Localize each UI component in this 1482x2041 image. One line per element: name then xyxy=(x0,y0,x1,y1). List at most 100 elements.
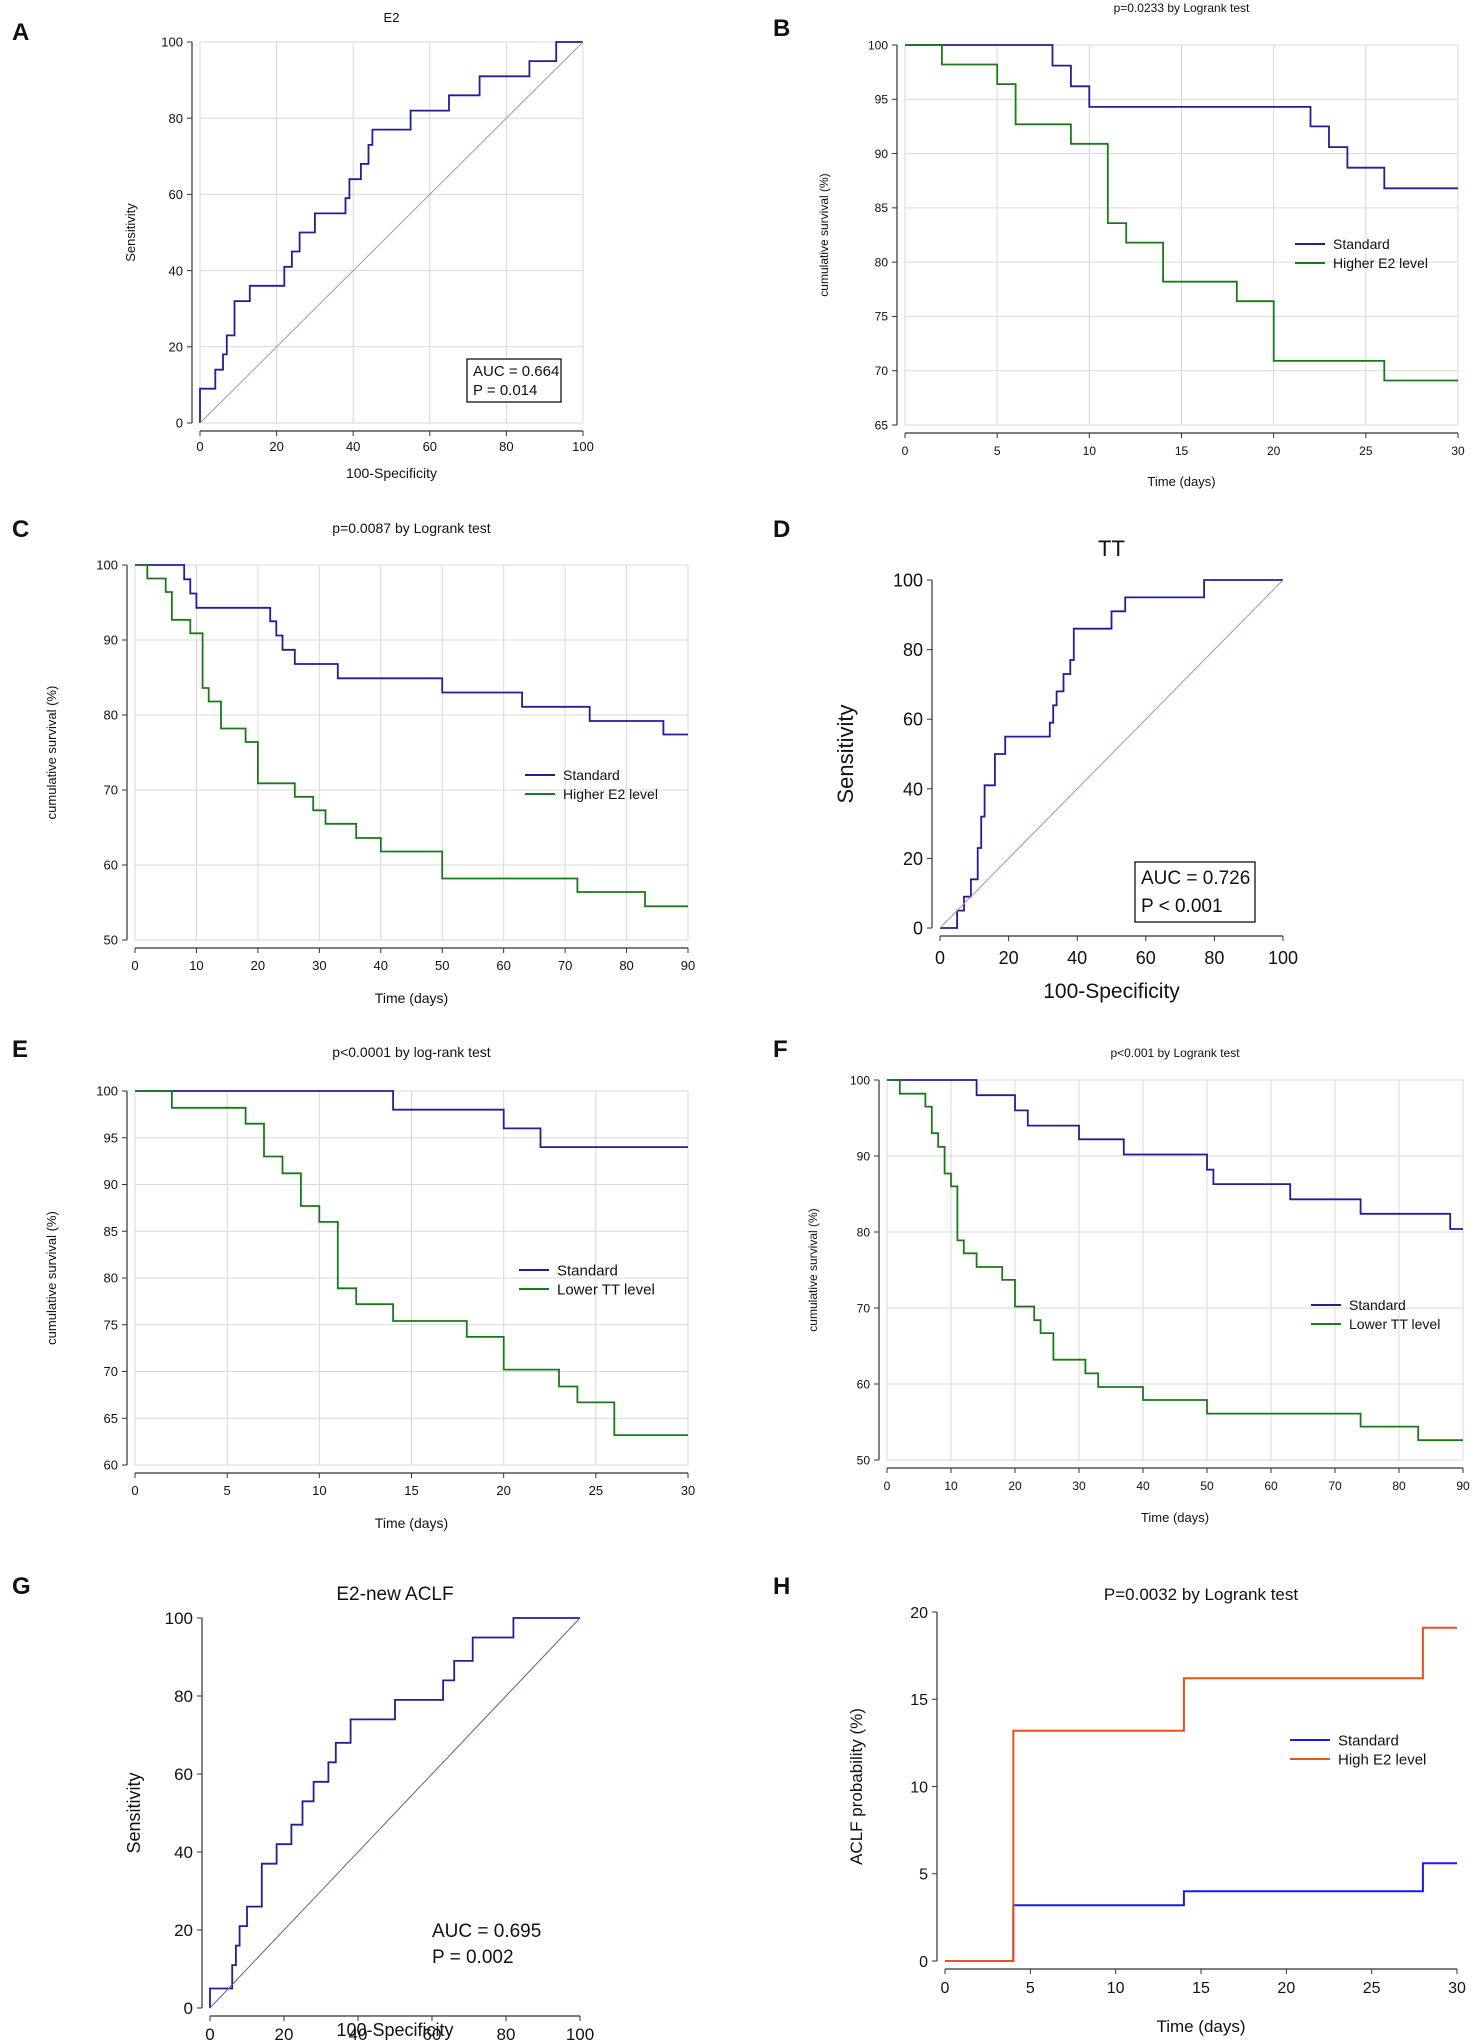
panel-g: G 0 20 40 60 80 100 0 20 40 60 80 100 E2-new ACLF 100-… xyxy=(12,1573,594,2041)
x-tick-label: 25 xyxy=(1363,1980,1381,1997)
x-tick-label: 15 xyxy=(1192,1980,1210,1997)
y-tick-label: 60 xyxy=(174,1765,193,1784)
y-tick-label: 60 xyxy=(903,710,923,730)
legend-label: Higher E2 level xyxy=(1333,255,1428,271)
y-axis-label: Sensitivity xyxy=(833,704,858,803)
y-tick-label: 70 xyxy=(875,364,889,378)
x-tick-label: 0 xyxy=(196,439,203,454)
y-axis-label: ACLF probability (%) xyxy=(847,1708,866,1865)
legend-label: Higher E2 level xyxy=(563,786,658,802)
series-line-lower-tt-level xyxy=(887,1079,1463,1442)
x-tick-label: 30 xyxy=(1448,1980,1466,1997)
x-tick-label: 60 xyxy=(423,439,437,454)
x-tick-label: 0 xyxy=(935,948,945,968)
y-tick-label: 15 xyxy=(910,1692,928,1709)
x-tick-label: 10 xyxy=(1107,1980,1125,1997)
panel-letter: C xyxy=(12,516,29,543)
x-tick-label: 80 xyxy=(499,439,513,454)
y-tick-label: 65 xyxy=(104,1411,118,1426)
y-axis-label: Sensitivity xyxy=(124,1772,144,1853)
y-tick-label: 60 xyxy=(104,858,118,873)
x-tick-label: 90 xyxy=(1456,1479,1470,1493)
series-line-high-e2-level xyxy=(945,1626,1457,1962)
annotation-box xyxy=(1134,861,1256,923)
x-tick-label: 10 xyxy=(189,958,203,973)
x-tick-label: 70 xyxy=(558,958,572,973)
x-tick-label: 0 xyxy=(884,1479,891,1493)
y-tick-label: 80 xyxy=(104,1271,118,1286)
reference-diagonal xyxy=(939,579,1284,929)
series-line-higher-e2-level xyxy=(135,564,688,908)
x-tick-label: 20 xyxy=(1008,1479,1022,1493)
legend-label: Standard xyxy=(1349,1297,1406,1313)
y-tick-label: 80 xyxy=(174,1687,193,1706)
panel-letter: E xyxy=(12,1036,28,1063)
x-tick-label: 60 xyxy=(423,2025,442,2041)
x-tick-label: 15 xyxy=(404,1483,418,1498)
annotation-text: AUC = 0.726 xyxy=(1141,868,1250,889)
panel-letter: D xyxy=(773,516,790,543)
series-line-standard xyxy=(887,1079,1463,1230)
panel-letter: B xyxy=(773,15,790,42)
y-axis-label: cumulative survival (%) xyxy=(44,1211,59,1345)
y-tick-label: 10 xyxy=(910,1779,928,1796)
chart-title: TT xyxy=(1098,536,1125,561)
y-tick-label: 60 xyxy=(104,1458,118,1473)
x-tick-label: 100 xyxy=(1268,948,1298,968)
y-tick-label: 85 xyxy=(104,1224,118,1239)
y-tick-label: 60 xyxy=(169,187,183,202)
legend-label: Standard xyxy=(1338,1732,1399,1749)
y-tick-label: 80 xyxy=(104,708,118,723)
x-axis-label: 100-Specificity xyxy=(336,2020,453,2040)
chart-title: E2-new ACLF xyxy=(336,1584,453,1605)
panel-d: D 0 20 40 60 80 100 0 20 40 60 80 100 TT 100-Specifici… xyxy=(773,516,1298,1003)
annotation-box xyxy=(466,358,562,403)
y-tick-label: 75 xyxy=(104,1317,118,1332)
y-tick-label: 20 xyxy=(174,1921,193,1940)
x-tick-label: 15 xyxy=(1175,444,1189,458)
x-axis-label: Time (days) xyxy=(375,1515,448,1531)
x-tick-label: 10 xyxy=(312,1483,326,1498)
x-tick-label: 20 xyxy=(999,948,1019,968)
x-tick-label: 30 xyxy=(1451,444,1465,458)
x-tick-label: 100 xyxy=(572,439,594,454)
legend-label: Standard xyxy=(1333,236,1390,252)
y-tick-label: 100 xyxy=(96,558,118,573)
panel-letter: F xyxy=(773,1036,788,1063)
series-line-standard xyxy=(135,1090,688,1148)
x-tick-label: 0 xyxy=(902,444,909,458)
x-tick-label: 20 xyxy=(1267,444,1281,458)
y-tick-label: 40 xyxy=(903,779,923,799)
y-tick-label: 20 xyxy=(903,849,923,869)
y-axis-label: cumulative survival (%) xyxy=(806,1208,820,1331)
x-tick-label: 100 xyxy=(566,2025,594,2041)
x-axis-label: 100-Specificity xyxy=(346,465,437,481)
y-tick-label: 50 xyxy=(104,933,118,948)
y-tick-label: 85 xyxy=(875,201,889,215)
legend-label: Lower TT level xyxy=(557,1281,655,1298)
y-tick-label: 95 xyxy=(875,93,889,107)
y-axis-label: Sensitivity xyxy=(123,203,138,262)
panel-f: F 0 10 20 30 40 50 60 70 80 90 50 60 70 80 90 100 p<0.001… xyxy=(773,1036,1470,1525)
x-tick-label: 60 xyxy=(1136,948,1156,968)
y-tick-label: 95 xyxy=(104,1130,118,1145)
y-tick-label: 40 xyxy=(174,1843,193,1862)
y-tick-label: 70 xyxy=(104,783,118,798)
y-tick-label: 65 xyxy=(875,418,889,432)
annotation-text: P < 0.001 xyxy=(1141,896,1223,917)
x-tick-label: 30 xyxy=(312,958,326,973)
panel-h: H 0 5 10 15 20 25 30 0 5 10 15 20 P=0.0032 by Logrank… xyxy=(773,1573,1466,2036)
series-line-standard xyxy=(135,564,688,736)
y-tick-label: 60 xyxy=(857,1377,871,1391)
y-axis-label: cumulative survival (%) xyxy=(817,173,831,296)
chart-title: p<0.001 by Logrank test xyxy=(1110,1046,1240,1060)
y-tick-label: 20 xyxy=(169,339,183,354)
x-tick-label: 20 xyxy=(275,2025,294,2041)
x-tick-label: 5 xyxy=(224,1483,231,1498)
annotation-text: P = 0.014 xyxy=(473,382,537,399)
x-tick-label: 25 xyxy=(589,1483,603,1498)
y-tick-label: 100 xyxy=(893,570,923,590)
y-tick-label: 100 xyxy=(161,35,183,50)
x-tick-label: 90 xyxy=(681,958,695,973)
y-tick-label: 100 xyxy=(165,1609,193,1628)
